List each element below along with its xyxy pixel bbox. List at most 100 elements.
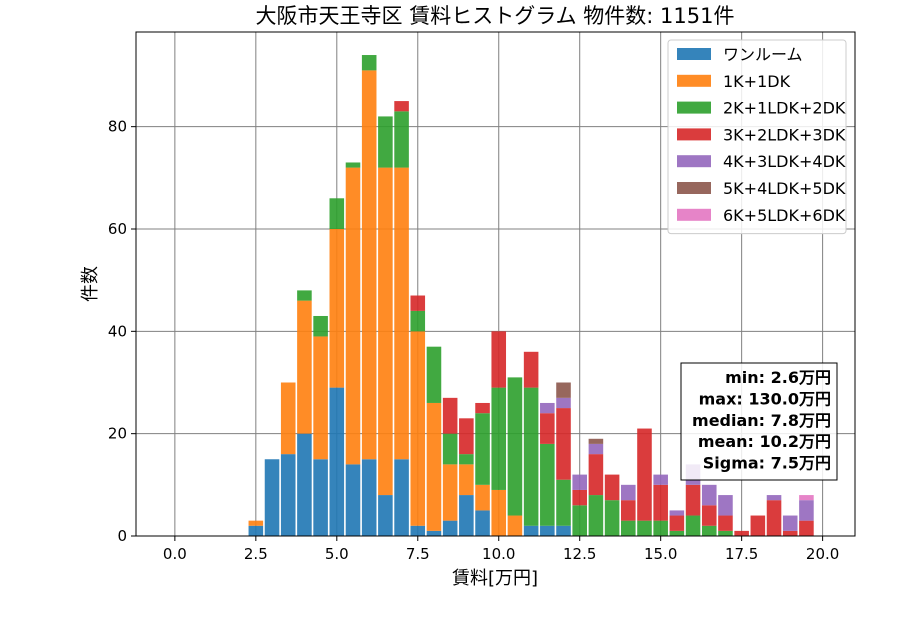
bar-segment — [540, 443, 555, 526]
bar-segment — [361, 70, 377, 460]
bar-segment — [556, 525, 571, 536]
bar-segment — [394, 459, 409, 536]
legend-swatch — [677, 74, 711, 87]
bar-segment — [329, 387, 345, 536]
bar-segment — [572, 474, 587, 490]
bar-segment — [345, 464, 361, 536]
bar-segment — [523, 387, 539, 526]
bar-segment — [556, 479, 571, 526]
bar-segment — [718, 495, 733, 516]
bar-segment — [669, 510, 685, 516]
x-tick-label: 5.0 — [325, 545, 349, 563]
bar-segment — [701, 505, 717, 526]
legend-box — [667, 39, 847, 235]
bar-segment — [604, 474, 620, 501]
legend-label: 4K+3LDK+4DK — [723, 152, 846, 171]
bar-segment — [669, 515, 685, 531]
stats-box: min: 2.6万円 max: 130.0万円 median: 7.8万円 mean:… — [680, 362, 838, 481]
bar-segment — [588, 454, 604, 496]
x-tick-label: 0.0 — [163, 545, 187, 563]
bar-segment — [426, 402, 442, 531]
legend-label: ワンルーム — [723, 45, 803, 64]
bar-segment — [394, 101, 409, 112]
x-axis-label: 賃料[万円] — [452, 568, 538, 589]
bar-segment — [750, 515, 766, 536]
bar-segment — [280, 454, 296, 536]
stats-line: mean: 10.2万円 — [698, 432, 831, 451]
bar-segment — [491, 489, 507, 536]
stats-line: Sigma: 7.5万円 — [703, 454, 831, 473]
bar-segment — [653, 474, 668, 485]
bar-segment — [329, 228, 345, 388]
bar-segment — [653, 484, 668, 521]
bar-segment — [394, 111, 409, 168]
bar-segment — [378, 167, 393, 496]
legend-label: 6K+5LDK+6DK — [723, 206, 846, 225]
legend: ワンルーム 1K+1DK 2K+1LDK+2DK 3K+2LDK+3DK 4K+3LDK… — [667, 39, 847, 235]
bar-segment — [653, 520, 668, 536]
stats-frame — [680, 362, 838, 481]
x-tick-label: 15.0 — [644, 545, 677, 563]
bar-segment — [426, 530, 442, 536]
legend-swatch — [677, 48, 711, 60]
bar-segment — [540, 413, 555, 444]
bar-segment — [685, 484, 701, 516]
bar-segment — [556, 382, 571, 398]
bar-segment — [491, 387, 507, 490]
bar-segment — [297, 433, 312, 536]
bar-segment — [410, 331, 426, 526]
bar-segment — [442, 397, 458, 434]
y-tick-label: 60 — [108, 220, 127, 238]
x-tick-label: 10.0 — [482, 545, 515, 563]
bar-segment — [523, 351, 539, 388]
bar-segment — [442, 433, 458, 465]
bar-segment — [701, 525, 717, 536]
bar-segment — [475, 484, 490, 511]
bar-segment — [297, 300, 312, 434]
x-tick-label: 17.5 — [725, 545, 758, 563]
legend-swatch — [677, 128, 711, 141]
bars — [248, 55, 814, 536]
bar-segment — [410, 310, 426, 332]
bar-segment — [556, 397, 571, 409]
bar-segment — [572, 505, 587, 536]
bar-segment — [313, 459, 328, 536]
bar-segment — [572, 489, 587, 506]
bar-segment — [637, 428, 652, 521]
bar-segment — [766, 495, 782, 501]
bar-segment — [410, 525, 426, 536]
bar-segment — [378, 495, 393, 536]
x-tick-label: 20.0 — [806, 545, 839, 563]
bar-segment — [361, 459, 377, 536]
bar-segment — [442, 520, 458, 536]
bar-segment — [523, 525, 539, 536]
bar-segment — [621, 500, 636, 521]
bar-segment — [313, 336, 328, 460]
y-axis-label: 件数 — [80, 266, 101, 302]
legend-label: 3K+2LDK+3DK — [723, 125, 846, 144]
bar-segment — [394, 167, 409, 460]
stats-line: median: 7.8万円 — [692, 411, 831, 430]
y-tick-label: 80 — [108, 118, 127, 136]
bar-segment — [556, 408, 571, 480]
bar-segment — [507, 377, 523, 516]
y-tick-label: 40 — [108, 322, 127, 340]
bar-segment — [588, 443, 604, 455]
bar-segment — [766, 500, 782, 536]
bar-segment — [588, 438, 604, 444]
bar-segment — [264, 459, 280, 536]
y-tick-label: 20 — [108, 425, 127, 443]
legend-swatch — [677, 155, 711, 168]
bar-segment — [621, 484, 636, 501]
y-axis-ticks: 0 20 40 60 80 — [108, 118, 136, 545]
bar-segment — [799, 495, 814, 501]
bar-segment — [621, 520, 636, 536]
x-tick-label: 2.5 — [244, 545, 268, 563]
bar-segment — [669, 530, 685, 536]
bar-segment — [588, 495, 604, 536]
chart-title: 大阪市天王寺区 賃料ヒストグラム 物件数: 1151件 — [256, 4, 735, 28]
bar-segment — [685, 515, 701, 536]
bar-segment — [280, 382, 296, 455]
bar-segment — [507, 515, 523, 536]
